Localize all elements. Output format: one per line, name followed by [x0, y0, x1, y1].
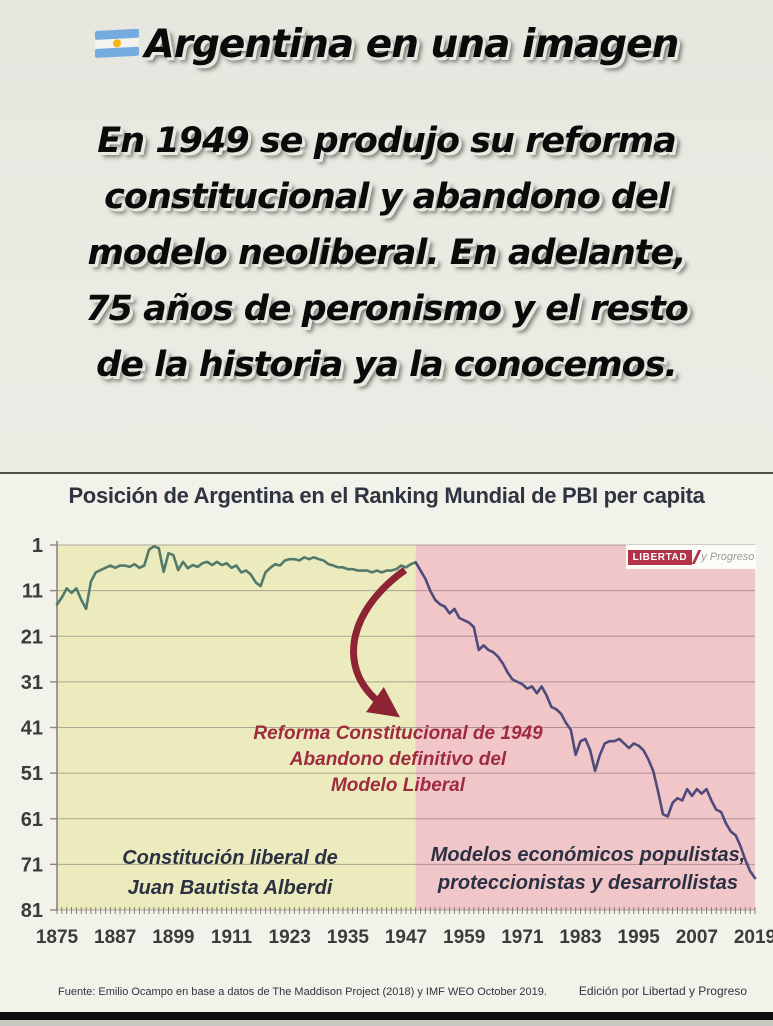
reform-annotation-line: Modelo Liberal: [330, 775, 466, 796]
x-tick-label: 1935: [327, 927, 370, 948]
source-note: Fuente: Emilio Ocampo en base a datos de…: [58, 986, 547, 998]
argentina-flag-icon: [94, 29, 139, 58]
reform-arrow-icon: [350, 567, 408, 718]
statement-line: En 1949 se produjo su reforma: [97, 121, 676, 161]
reform-annotation: Reforma Constitucional de 1949 Abandono …: [217, 721, 579, 799]
statement-line: modelo neoliberal. En adelante,: [87, 233, 686, 273]
liberal-era-annotation: Constitución liberal de Juan Bautista Al…: [60, 843, 400, 903]
x-tick-label: 1995: [618, 927, 661, 948]
bottom-bar-edge: [0, 1020, 773, 1026]
x-tick-label: 1887: [94, 927, 136, 948]
y-tick-label: 51: [21, 763, 43, 785]
populist-era-annotation-line: Modelos económicos populistas,: [430, 844, 746, 866]
x-tick-label: 1911: [211, 927, 253, 948]
x-tick-label: 1983: [559, 927, 601, 948]
page-title: Argentina en una imagen: [0, 0, 773, 67]
y-tick-label: 81: [21, 900, 43, 922]
y-tick-label: 21: [21, 626, 43, 648]
statement-line: 75 años de peronismo y el resto: [85, 289, 689, 329]
statement: En 1949 se produjo su reforma constituci…: [0, 113, 773, 393]
y-tick-label: 71: [21, 854, 43, 876]
x-tick-label: 2007: [676, 927, 718, 948]
y-tick-label: 11: [22, 581, 43, 603]
x-tick-label: 1923: [269, 927, 311, 948]
rank-line-pre-1949: [55, 545, 417, 611]
liberal-era-annotation-line: Juan Bautista Alberdi: [127, 877, 333, 899]
y-tick-label: 61: [21, 809, 43, 831]
x-tick-label: 1875: [36, 927, 79, 948]
meme-header: Argentina en una imagen En 1949 se produ…: [0, 0, 773, 472]
x-tick-label: 1899: [152, 927, 194, 948]
x-tick-label: 1971: [501, 927, 544, 948]
liberal-era-annotation-line: Constitución liberal de: [122, 847, 338, 869]
x-tick-label: 2019: [734, 927, 773, 948]
x-tick-label: 1947: [385, 927, 427, 948]
page-title-text: Argentina en una imagen: [144, 22, 680, 67]
x-tick-label: 1959: [443, 927, 485, 948]
chart-title: Posición de Argentina en el Ranking Mund…: [68, 483, 705, 508]
chart-panel: Posición de Argentina en el Ranking Mund…: [0, 472, 773, 1026]
libertad-logo-secondary: y Progreso: [701, 551, 755, 563]
libertad-logo: LIBERTAD y Progreso: [626, 545, 756, 569]
y-tick-label: 41: [21, 718, 43, 740]
libertad-logo-primary: LIBERTAD: [627, 549, 693, 565]
bottom-bar: [0, 1012, 773, 1020]
y-tick-label: 31: [21, 672, 43, 694]
edition-note: Edición por Libertad y Progreso: [578, 984, 747, 998]
populist-era-annotation: Modelos económicos populistas, proteccio…: [420, 841, 756, 897]
y-tick-label: 1: [32, 535, 43, 557]
reform-annotation-line: Reforma Constitucional de 1949: [253, 723, 543, 744]
reform-annotation-line: Abandono definitivo del: [289, 749, 507, 770]
rank-line-post-1949: [414, 561, 757, 880]
statement-line: constitucional y abandono del: [104, 177, 670, 217]
statement-line: de la historia ya la conocemos.: [96, 345, 678, 385]
populist-era-annotation-line: proteccionistas y desarrollistas: [437, 872, 739, 894]
